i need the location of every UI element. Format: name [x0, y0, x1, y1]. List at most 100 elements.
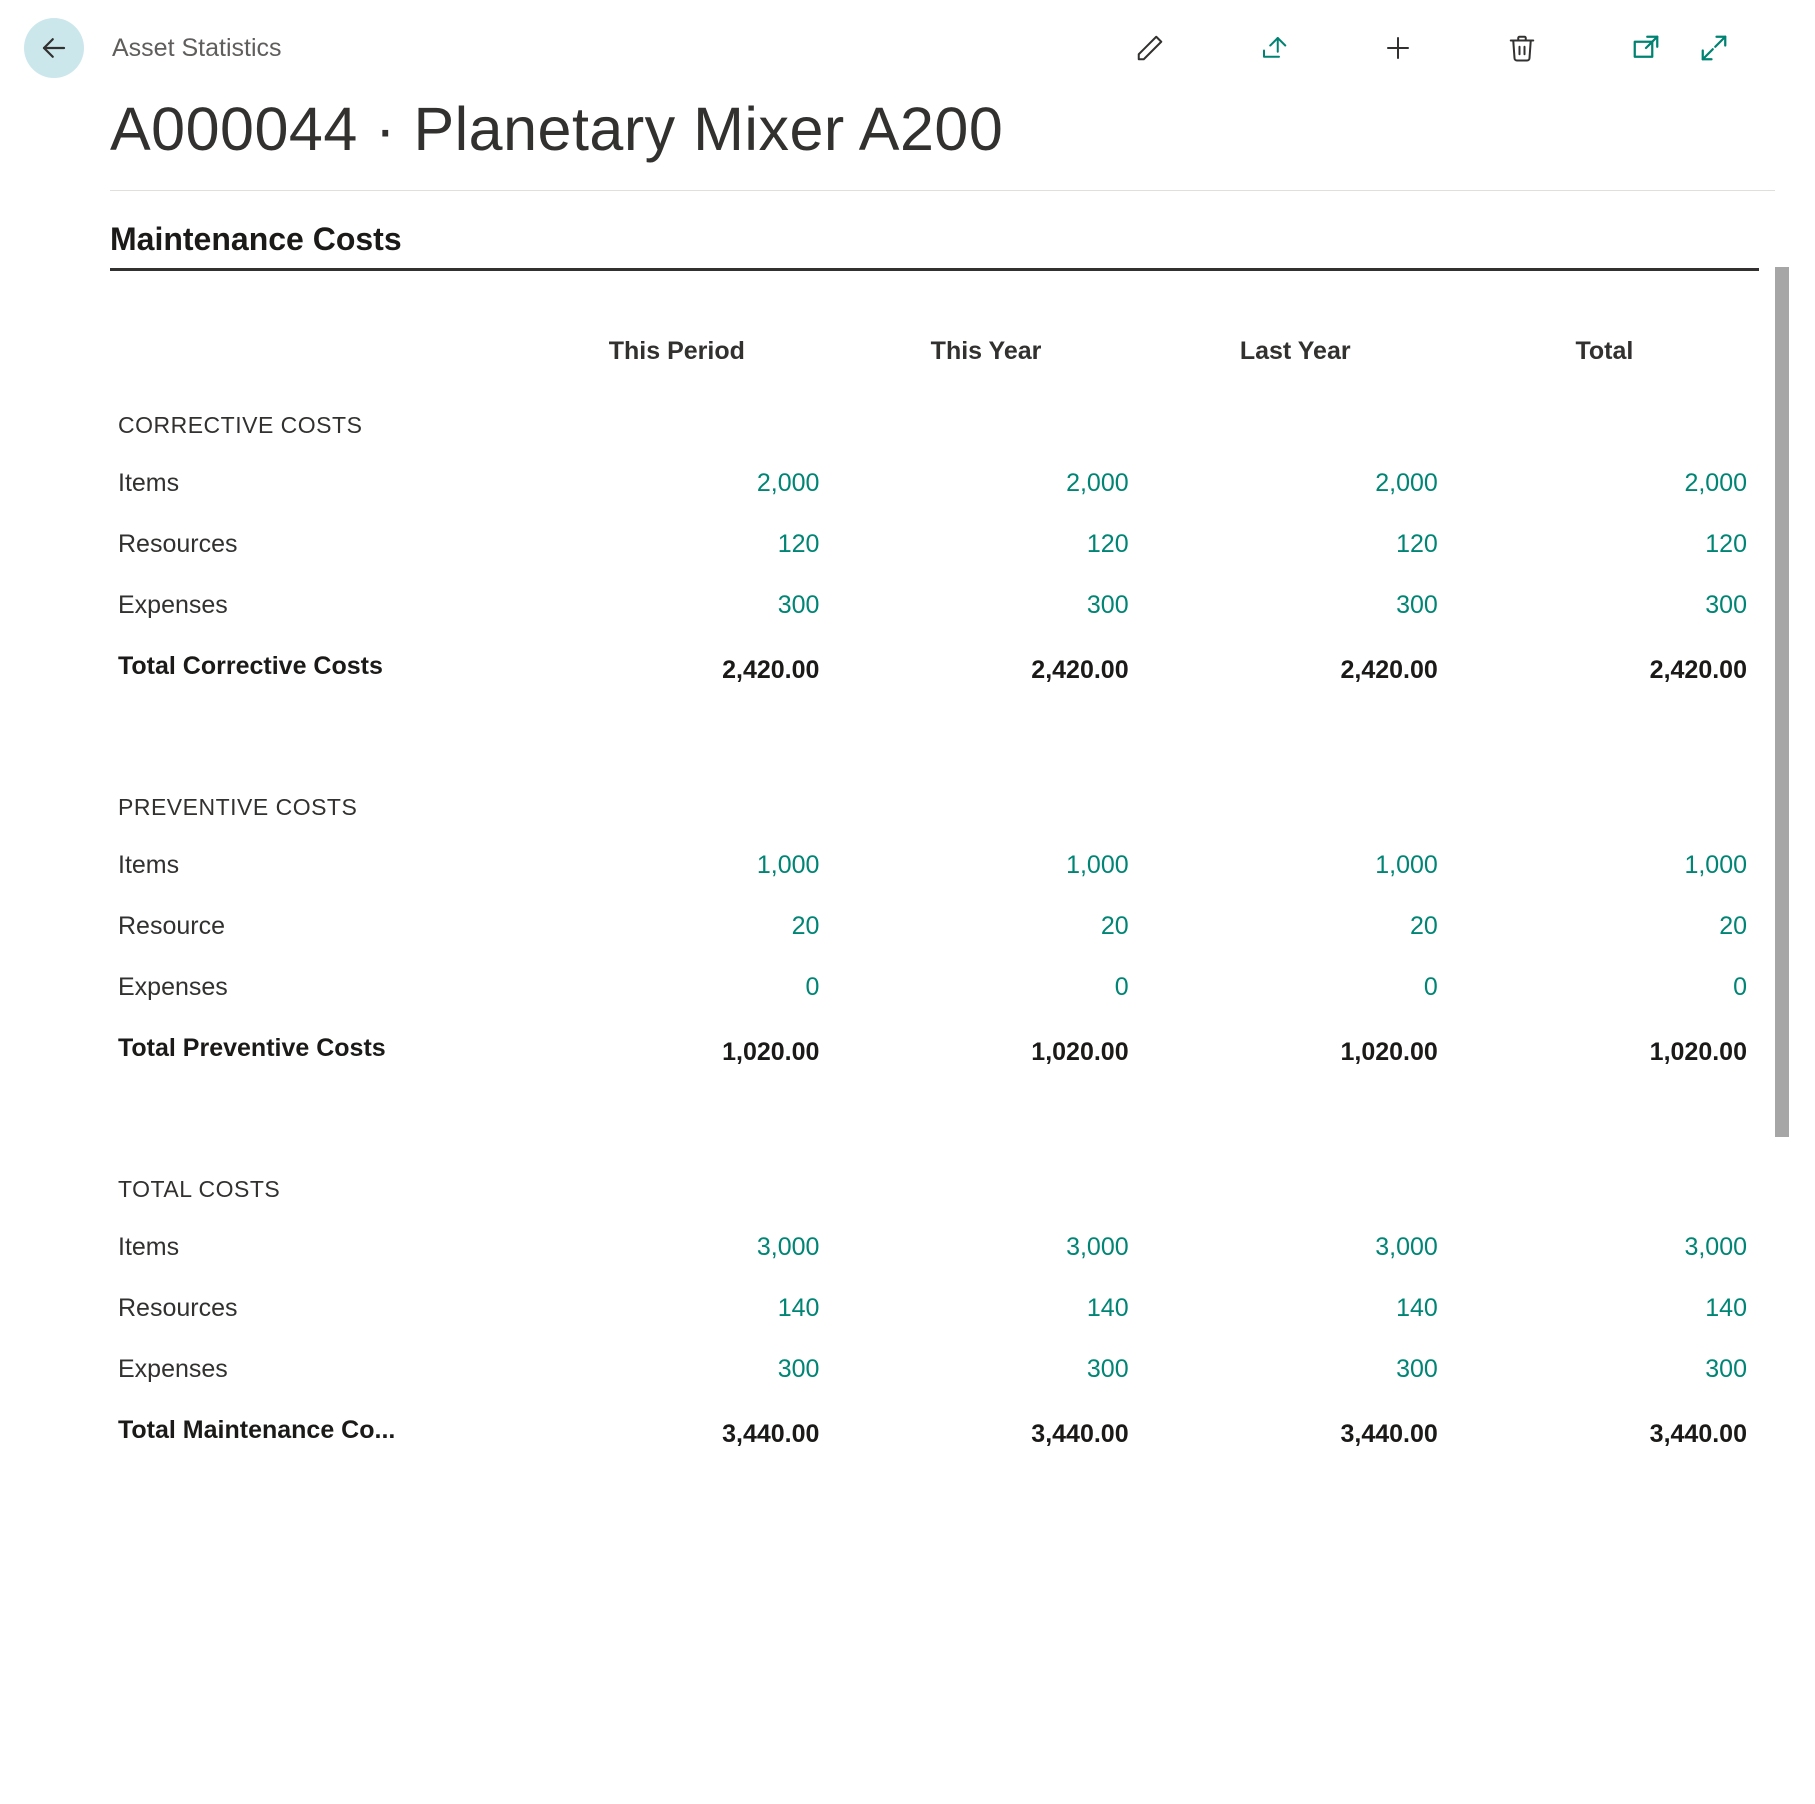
col-header-this-year: This Year [831, 321, 1140, 382]
row-label: Resources [110, 514, 522, 575]
total-label: Total Corrective Costs [110, 636, 522, 704]
col-header-this-period: This Period [522, 321, 831, 382]
cell-value[interactable]: 2,000 [831, 453, 1140, 514]
breadcrumb[interactable]: Asset Statistics [112, 34, 282, 63]
table-row: Resources120120120120 [110, 514, 1759, 575]
cell-value[interactable]: 0 [522, 957, 831, 1018]
cell-value[interactable]: 2,000 [1450, 453, 1759, 514]
cell-value[interactable]: 300 [1141, 1339, 1450, 1400]
cell-value[interactable]: 20 [1141, 896, 1450, 957]
cell-value[interactable]: 3,000 [1141, 1217, 1450, 1278]
plus-icon [1383, 33, 1413, 63]
cell-value[interactable]: 3,000 [831, 1217, 1140, 1278]
header-divider [110, 190, 1775, 191]
cell-value[interactable]: 3,000 [1450, 1217, 1759, 1278]
table-row: Expenses0000 [110, 957, 1759, 1018]
total-value: 1,020.00 [1141, 1018, 1450, 1086]
total-value: 3,440.00 [1141, 1400, 1450, 1468]
cell-value[interactable]: 1,000 [1450, 835, 1759, 896]
total-value: 1,020.00 [522, 1018, 831, 1086]
share-icon [1259, 33, 1289, 63]
cell-value[interactable]: 0 [1141, 957, 1450, 1018]
trash-icon [1507, 33, 1537, 63]
cell-value[interactable]: 140 [1450, 1278, 1759, 1339]
expand-icon [1699, 33, 1729, 63]
cell-value[interactable]: 120 [831, 514, 1140, 575]
cell-value[interactable]: 20 [522, 896, 831, 957]
col-header-last-year: Last Year [1141, 321, 1450, 382]
total-value: 2,420.00 [1450, 636, 1759, 704]
total-value: 2,420.00 [1141, 636, 1450, 704]
row-label: Items [110, 835, 522, 896]
table-row: Items2,0002,0002,0002,000 [110, 453, 1759, 514]
delete-button[interactable] [1505, 31, 1539, 65]
cell-value[interactable]: 0 [831, 957, 1140, 1018]
total-label: Total Maintenance Co... [110, 1400, 522, 1468]
row-label: Items [110, 1217, 522, 1278]
cell-value[interactable]: 120 [1450, 514, 1759, 575]
row-label: Expenses [110, 957, 522, 1018]
table-header-row: This Period This Year Last Year Total [110, 321, 1759, 382]
total-value: 2,420.00 [831, 636, 1140, 704]
expand-button[interactable] [1697, 31, 1731, 65]
back-button[interactable] [24, 18, 84, 78]
share-button[interactable] [1257, 31, 1291, 65]
total-value: 3,440.00 [1450, 1400, 1759, 1468]
cell-value[interactable]: 300 [1450, 1339, 1759, 1400]
table-row: Items3,0003,0003,0003,000 [110, 1217, 1759, 1278]
group-header: TOTAL COSTS [110, 1146, 1759, 1217]
cell-value[interactable]: 300 [831, 1339, 1140, 1400]
cell-value[interactable]: 120 [1141, 514, 1450, 575]
total-value: 3,440.00 [831, 1400, 1140, 1468]
cell-value[interactable]: 20 [1450, 896, 1759, 957]
cell-value[interactable]: 300 [522, 575, 831, 636]
arrow-left-icon [39, 33, 69, 63]
cell-value[interactable]: 300 [831, 575, 1140, 636]
total-row: Total Corrective Costs2,420.002,420.002,… [110, 636, 1759, 704]
cell-value[interactable]: 2,000 [1141, 453, 1450, 514]
page-title: A000044 · Planetary Mixer A200 [0, 88, 1815, 190]
row-label: Items [110, 453, 522, 514]
total-value: 2,420.00 [522, 636, 831, 704]
row-label: Expenses [110, 575, 522, 636]
cell-value[interactable]: 300 [1450, 575, 1759, 636]
total-label: Total Preventive Costs [110, 1018, 522, 1086]
top-toolbar: Asset Statistics [0, 0, 1815, 88]
table-row: Expenses300300300300 [110, 575, 1759, 636]
total-row: Total Preventive Costs1,020.001,020.001,… [110, 1018, 1759, 1086]
cell-value[interactable]: 300 [1141, 575, 1450, 636]
col-header-blank [110, 321, 522, 382]
cell-value[interactable]: 0 [1450, 957, 1759, 1018]
table-row: Items1,0001,0001,0001,000 [110, 835, 1759, 896]
cell-value[interactable]: 300 [522, 1339, 831, 1400]
col-header-total: Total [1450, 321, 1759, 382]
popout-button[interactable] [1629, 31, 1663, 65]
cell-value[interactable]: 3,000 [522, 1217, 831, 1278]
edit-button[interactable] [1133, 31, 1167, 65]
cell-value[interactable]: 120 [522, 514, 831, 575]
cell-value[interactable]: 2,000 [522, 453, 831, 514]
cell-value[interactable]: 1,000 [522, 835, 831, 896]
row-label: Resources [110, 1278, 522, 1339]
row-label: Resource [110, 896, 522, 957]
table-row: Resources140140140140 [110, 1278, 1759, 1339]
cell-value[interactable]: 140 [1141, 1278, 1450, 1339]
new-button[interactable] [1381, 31, 1415, 65]
cell-value[interactable]: 1,000 [1141, 835, 1450, 896]
cell-value[interactable]: 140 [522, 1278, 831, 1339]
cell-value[interactable]: 140 [831, 1278, 1140, 1339]
vertical-scrollbar[interactable] [1775, 267, 1789, 1137]
total-value: 1,020.00 [1450, 1018, 1759, 1086]
pencil-icon [1135, 33, 1165, 63]
section-title: Maintenance Costs [110, 221, 1759, 268]
cell-value[interactable]: 1,000 [831, 835, 1140, 896]
group-header: PREVENTIVE COSTS [110, 764, 1759, 835]
popout-icon [1631, 33, 1661, 63]
row-label: Expenses [110, 1339, 522, 1400]
total-value: 1,020.00 [831, 1018, 1140, 1086]
total-value: 3,440.00 [522, 1400, 831, 1468]
cell-value[interactable]: 20 [831, 896, 1140, 957]
group-header: CORRECTIVE COSTS [110, 382, 1759, 453]
section-underline [110, 268, 1759, 271]
table-row: Resource20202020 [110, 896, 1759, 957]
